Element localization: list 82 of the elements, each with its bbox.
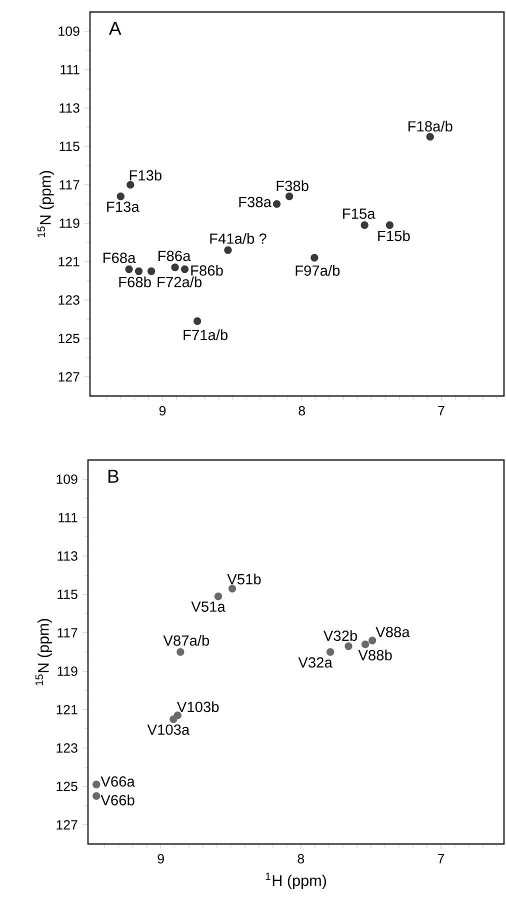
point <box>426 132 434 141</box>
y-tick-label: 115 <box>60 142 80 152</box>
point <box>171 264 179 272</box>
y-tick-label: 111 <box>60 65 80 74</box>
point <box>176 648 184 656</box>
annotation: F41a/b ? <box>210 233 266 244</box>
y-tick-label: 109 <box>56 474 78 484</box>
point <box>193 317 202 325</box>
y-tick-label: 113 <box>60 103 80 113</box>
annotation: V88a <box>376 626 410 638</box>
annotation: V66a <box>100 776 135 787</box>
annotation: F38b <box>276 180 308 192</box>
point <box>361 640 370 648</box>
point <box>92 780 100 788</box>
annotation: F15b <box>378 230 410 242</box>
x-tick-label: 9 <box>158 854 164 864</box>
y-tick-label: 109 <box>58 26 80 36</box>
point <box>125 265 133 274</box>
point <box>310 254 318 262</box>
point <box>272 200 281 208</box>
y-tick-label: 113 <box>58 551 78 561</box>
annotation: F72a/b <box>158 276 202 288</box>
y-tick-label: 121 <box>58 256 80 266</box>
annotation: V51b <box>227 574 261 584</box>
point <box>170 715 178 724</box>
point <box>134 267 143 276</box>
y-tick-label: 123 <box>58 295 80 305</box>
x-tick-label: 8 <box>298 854 304 864</box>
annotation: F71a/b <box>184 329 228 340</box>
y-tick-label: 123 <box>56 743 78 753</box>
annotation: F68a <box>104 252 136 264</box>
annotation: F68b <box>119 276 151 288</box>
annotation: V32b <box>323 630 358 641</box>
annotation: F18a/b <box>408 120 452 132</box>
annotation: V103a <box>147 724 190 735</box>
y-tick-label: 127 <box>58 372 80 382</box>
y-axis-title: $^{15}$N (ppm) <box>36 618 52 686</box>
x-tick-label: 9 <box>159 406 166 416</box>
annotation: F86b <box>191 264 223 276</box>
annotation: F97a/b <box>296 265 340 276</box>
annotation: V32a <box>298 657 332 668</box>
annotation: V87a/b <box>163 634 210 646</box>
y-tick-label: 119 <box>58 666 78 676</box>
annotation: V66b <box>100 794 134 806</box>
point <box>180 265 189 274</box>
point <box>368 636 376 644</box>
x-axis-title: $^{1}$H (ppm) <box>266 872 326 890</box>
point <box>224 246 232 254</box>
annotation: B <box>108 470 118 483</box>
annotation: F38a <box>239 196 272 208</box>
y-tick-label: 125 <box>56 782 78 792</box>
annotation: F86a <box>158 250 191 262</box>
point <box>386 221 394 229</box>
y-tick-label: 115 <box>58 590 78 600</box>
y-axis-title: $^{15}$N (ppm) <box>38 170 54 238</box>
point <box>326 648 334 656</box>
x-tick-label: 7 <box>438 854 444 864</box>
point <box>344 642 352 650</box>
x-tick-label: 8 <box>298 406 305 416</box>
annotation: V103b <box>176 701 219 712</box>
point <box>360 221 368 229</box>
point <box>147 267 156 276</box>
y-tick-label: 125 <box>58 334 80 344</box>
y-tick-label: 117 <box>60 180 80 190</box>
y-tick-label: 127 <box>56 820 78 830</box>
point <box>116 192 125 200</box>
annotation: A <box>108 22 122 35</box>
point <box>126 180 134 189</box>
y-tick-label: 117 <box>58 628 78 638</box>
y-tick-label: 119 <box>60 218 80 228</box>
annotation: F13b <box>130 170 162 181</box>
annotation: F15a <box>343 208 376 219</box>
point <box>214 592 222 600</box>
point <box>228 584 236 593</box>
annotation: V51a <box>191 602 226 612</box>
point <box>285 192 294 200</box>
point <box>92 792 100 800</box>
x-tick-label: 7 <box>438 406 444 416</box>
y-tick-label: 121 <box>56 704 78 714</box>
y-tick-label: 111 <box>58 513 78 522</box>
annotation: F13a <box>107 202 140 212</box>
annotation: V88b <box>358 650 392 660</box>
